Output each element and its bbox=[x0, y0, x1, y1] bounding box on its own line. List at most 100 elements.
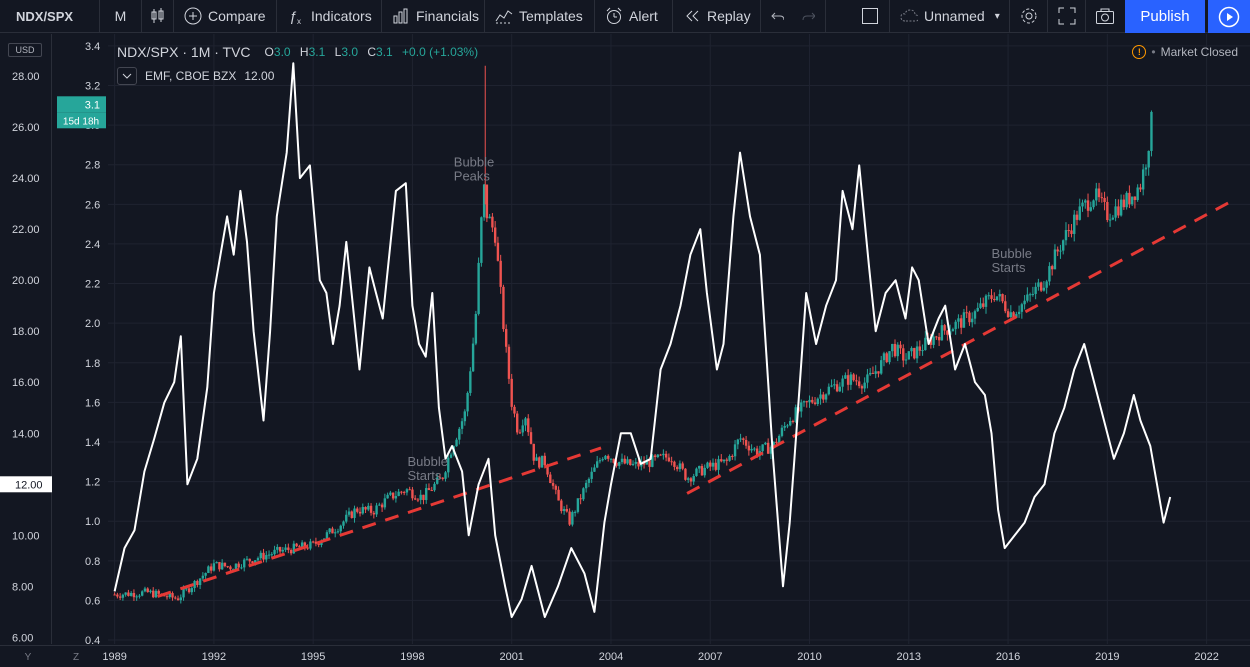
collapse-legend-button[interactable] bbox=[117, 67, 137, 85]
bottom-bar: Y Z bbox=[0, 645, 1250, 667]
candle-body bbox=[926, 337, 930, 339]
candle-body bbox=[924, 337, 927, 351]
chart-style-button[interactable] bbox=[142, 0, 174, 33]
candle-body bbox=[855, 380, 858, 382]
alert-button[interactable]: Alert bbox=[595, 0, 673, 33]
candle-body bbox=[640, 461, 643, 467]
candle-body bbox=[604, 455, 607, 460]
candle-body bbox=[1034, 286, 1037, 294]
layout-name-button[interactable]: Unnamed ▾ bbox=[890, 0, 1010, 33]
candle-body bbox=[342, 521, 345, 526]
settings-button[interactable] bbox=[1010, 0, 1048, 33]
candle-body bbox=[201, 575, 205, 579]
candle-body bbox=[593, 467, 596, 472]
right-axis-tick-label: 1.0 bbox=[85, 516, 100, 528]
chart-legend[interactable]: NDX/SPX · 1M · TVC O3.0 H3.1 L3.0 C3.1 +… bbox=[117, 44, 478, 60]
candle-body bbox=[165, 596, 169, 598]
indicator-legend[interactable]: EMF, CBOE BZX 12.00 bbox=[117, 67, 274, 85]
templates-button[interactable]: Templates bbox=[485, 0, 595, 33]
candle-body bbox=[143, 588, 147, 592]
candle-body bbox=[1048, 266, 1051, 282]
indicators-label: Indicators bbox=[311, 8, 372, 24]
candle-body bbox=[764, 442, 767, 445]
candle-body bbox=[1133, 196, 1137, 200]
candle-body bbox=[813, 402, 817, 404]
candle-body bbox=[1114, 206, 1117, 218]
candle-body bbox=[433, 483, 436, 491]
candle-body bbox=[218, 562, 221, 570]
candle-body bbox=[962, 312, 966, 328]
candle-body bbox=[880, 360, 883, 374]
candle-body bbox=[245, 558, 249, 560]
candle-body bbox=[711, 462, 715, 467]
candle-body bbox=[648, 460, 651, 467]
candle-body bbox=[405, 489, 409, 493]
candle-body bbox=[1064, 230, 1068, 241]
candle-body bbox=[400, 491, 403, 493]
candle-body bbox=[601, 459, 604, 461]
financials-button[interactable]: Financials bbox=[382, 0, 485, 33]
candle-body bbox=[609, 458, 613, 460]
fullscreen-button[interactable] bbox=[1048, 0, 1086, 33]
undo-icon[interactable] bbox=[771, 9, 784, 23]
candle-body bbox=[844, 375, 847, 379]
candle-body bbox=[267, 554, 271, 556]
candle-body bbox=[692, 476, 695, 482]
candle-body bbox=[590, 471, 593, 479]
candle-body bbox=[913, 347, 916, 359]
candle-body bbox=[1128, 192, 1131, 205]
candle-body bbox=[827, 386, 831, 395]
candle-body bbox=[943, 325, 946, 331]
candle-body bbox=[447, 457, 450, 473]
candle-body bbox=[303, 542, 307, 548]
replay-play-button[interactable] bbox=[1208, 0, 1250, 33]
candle-body bbox=[968, 312, 971, 323]
auto-scale-button[interactable]: Y bbox=[24, 651, 32, 663]
trendlines bbox=[157, 199, 1234, 598]
candle-body bbox=[118, 596, 122, 598]
candle-body bbox=[292, 543, 296, 554]
candle-body bbox=[689, 478, 693, 482]
zoom-button[interactable]: Z bbox=[72, 651, 80, 663]
candle-body bbox=[179, 597, 182, 601]
candle-body bbox=[576, 498, 580, 512]
candle-body bbox=[441, 477, 444, 479]
candle-body bbox=[554, 485, 558, 490]
candle-body bbox=[1111, 217, 1115, 220]
interval-button[interactable]: M bbox=[100, 0, 142, 33]
replay-button[interactable]: Replay bbox=[673, 0, 761, 33]
candle-body bbox=[686, 478, 690, 480]
candle-body bbox=[298, 546, 301, 548]
layout-button[interactable] bbox=[850, 0, 890, 33]
candle-body bbox=[1106, 202, 1109, 220]
candle-body bbox=[587, 478, 591, 483]
emf-line-series bbox=[113, 62, 1172, 618]
candle-body bbox=[449, 454, 453, 458]
publish-button[interactable]: Publish bbox=[1125, 0, 1205, 33]
candle-body bbox=[502, 286, 505, 330]
candle-body bbox=[720, 459, 723, 462]
candle-body bbox=[469, 371, 472, 393]
compare-button[interactable]: Compare bbox=[174, 0, 277, 33]
candle-body bbox=[1119, 199, 1123, 216]
candle-body bbox=[681, 463, 684, 469]
candle-body bbox=[1037, 282, 1040, 287]
candle-body bbox=[1020, 304, 1024, 312]
high-value: 3.1 bbox=[308, 45, 326, 59]
candle-body bbox=[841, 378, 844, 387]
candle-body bbox=[965, 312, 968, 314]
candle-body bbox=[819, 394, 822, 399]
candle-body bbox=[422, 494, 425, 501]
candle-body bbox=[935, 336, 938, 338]
candle-body bbox=[507, 346, 511, 379]
snapshot-button[interactable] bbox=[1086, 0, 1124, 33]
symbol-search-button[interactable]: NDX/SPX bbox=[0, 0, 100, 33]
left-price-axis[interactable]: USD bbox=[0, 34, 52, 644]
candle-body bbox=[802, 401, 806, 403]
candle-body bbox=[480, 217, 483, 263]
candle-body bbox=[755, 448, 759, 456]
redo-icon[interactable] bbox=[802, 9, 815, 23]
right-axis-tick-label: 1.4 bbox=[85, 437, 100, 449]
